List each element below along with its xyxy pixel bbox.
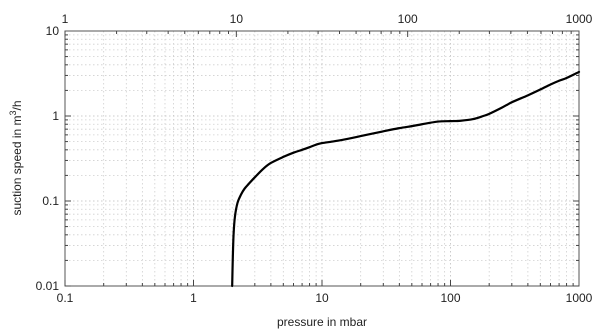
y-axis-label-suffix: /h xyxy=(10,100,24,110)
top-tick-label: 1000 xyxy=(566,12,593,26)
x-axis-label: pressure in mbar xyxy=(277,315,367,329)
suction-speed-curve xyxy=(231,70,581,288)
x-tick-label: 1 xyxy=(190,291,197,305)
x-tick-label: 0.1 xyxy=(57,291,74,305)
axis-ticks xyxy=(64,31,579,287)
y-tick-label: 0.1 xyxy=(42,194,59,208)
y-tick-label: 0.01 xyxy=(36,279,60,293)
grid xyxy=(65,31,579,286)
x-tick-label: 100 xyxy=(440,291,460,305)
top-tick-label: 1 xyxy=(62,12,69,26)
y-axis-label-superscript: 3 xyxy=(8,110,18,115)
x-tick-label: 10 xyxy=(315,291,329,305)
y-tick-label: 1 xyxy=(52,109,59,123)
y-axis-label: suction speed in m3/h xyxy=(8,100,24,215)
y-tick-label: 10 xyxy=(46,24,60,38)
y-axis-label-prefix: suction speed in m xyxy=(10,115,24,215)
top-tick-label: 10 xyxy=(230,12,244,26)
top-tick-label: 100 xyxy=(398,12,418,26)
x-tick-label: 1000 xyxy=(566,291,593,305)
